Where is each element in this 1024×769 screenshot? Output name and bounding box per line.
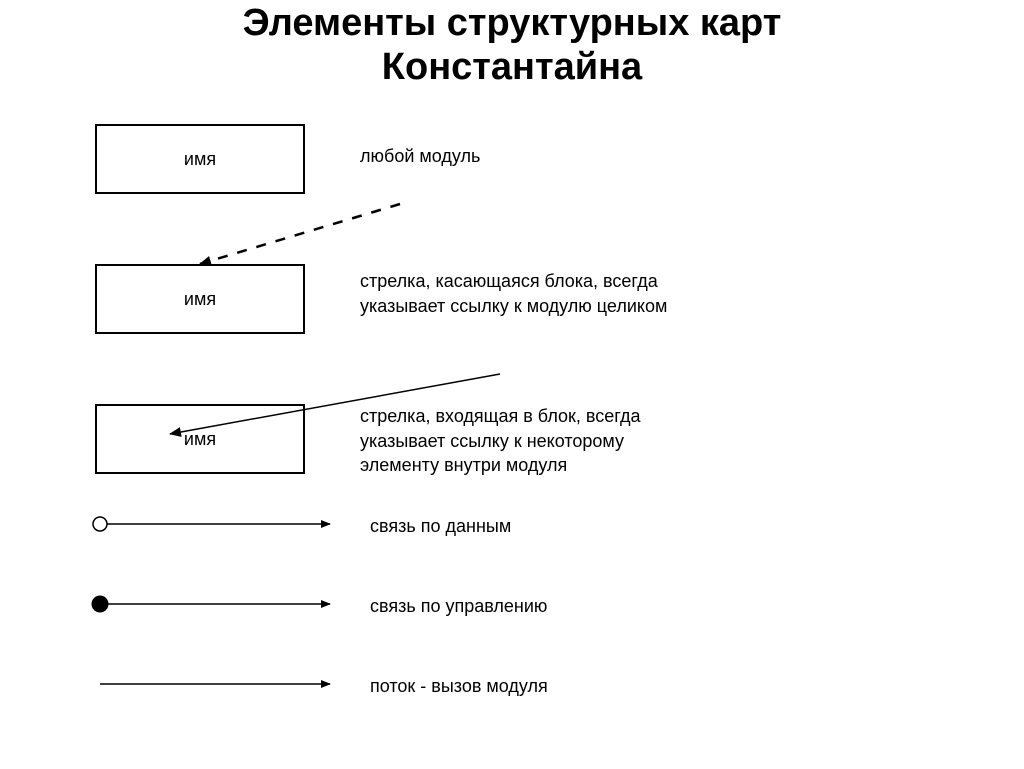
- control-link-icon: [92, 596, 330, 612]
- page-title: Элементы структурных карт Константайна: [0, 0, 1024, 89]
- title-line2: Константайна: [382, 46, 642, 88]
- enter-arrow-icon: [170, 374, 500, 434]
- diagram-overlay: [0, 89, 1024, 769]
- diagram-stage: имя любой модуль имя стрелка, касающаяся…: [0, 89, 1024, 769]
- touch-arrow-icon: [200, 204, 400, 264]
- title-line1: Элементы структурных карт: [243, 2, 782, 44]
- data-link-icon: [93, 517, 330, 531]
